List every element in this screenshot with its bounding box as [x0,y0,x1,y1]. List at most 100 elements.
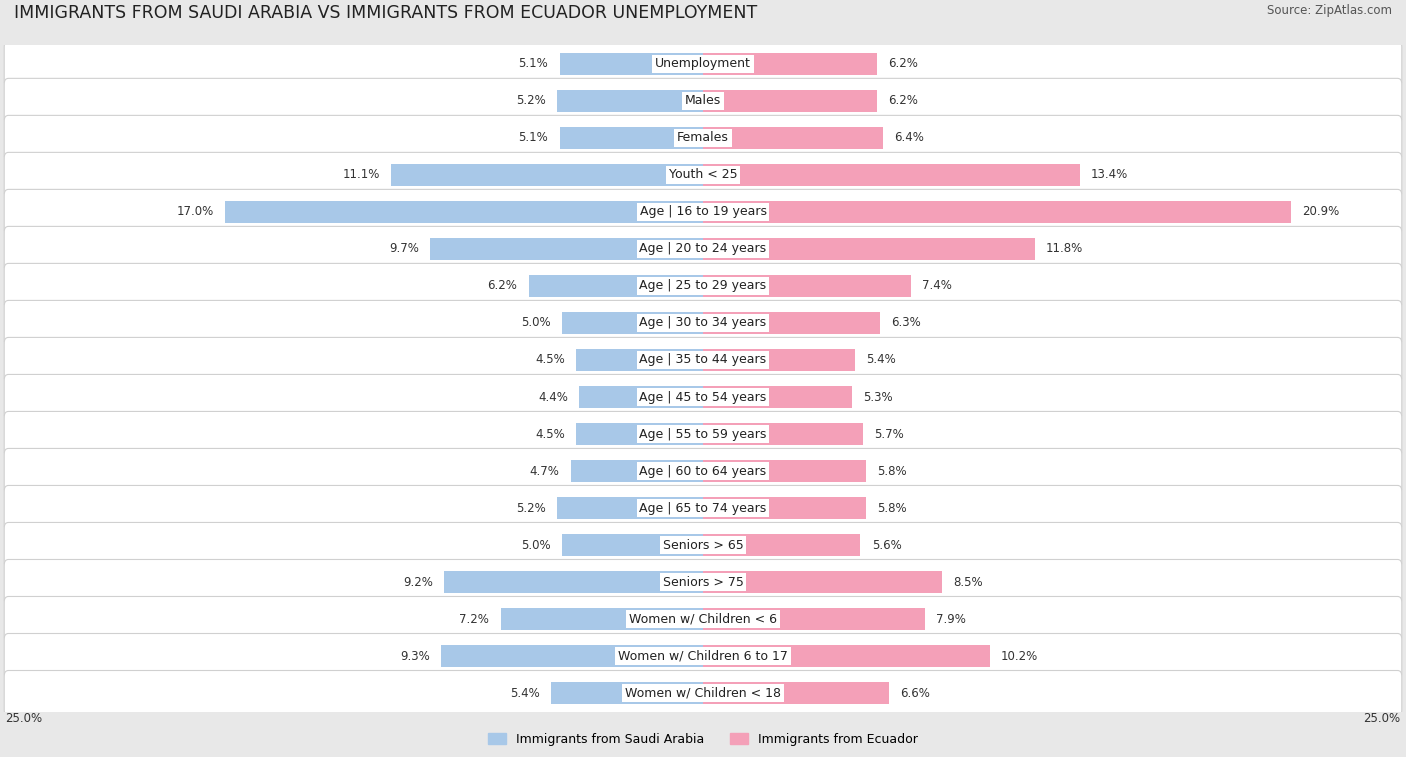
Bar [703,386,852,408]
Bar [703,608,925,630]
Text: Age | 30 to 34 years: Age | 30 to 34 years [640,316,766,329]
Text: Age | 20 to 24 years: Age | 20 to 24 years [640,242,766,255]
Bar [703,164,1080,186]
Text: Age | 65 to 74 years: Age | 65 to 74 years [640,502,766,515]
Bar [703,349,855,371]
Text: 7.2%: 7.2% [460,612,489,625]
Bar [703,201,1291,223]
FancyBboxPatch shape [4,485,1402,531]
Text: Age | 35 to 44 years: Age | 35 to 44 years [640,354,766,366]
Text: 25.0%: 25.0% [1364,712,1400,724]
Text: 5.0%: 5.0% [522,538,551,552]
Bar [529,275,703,297]
Bar [441,645,703,667]
Bar [703,127,883,149]
Bar [703,53,877,75]
Text: Age | 60 to 64 years: Age | 60 to 64 years [640,465,766,478]
Text: 5.4%: 5.4% [510,687,540,699]
Text: 17.0%: 17.0% [177,205,214,219]
Bar [391,164,703,186]
FancyBboxPatch shape [4,226,1402,272]
Text: 13.4%: 13.4% [1091,169,1128,182]
Text: Males: Males [685,95,721,107]
Text: 4.7%: 4.7% [530,465,560,478]
Bar [703,460,866,482]
FancyBboxPatch shape [4,263,1402,309]
Text: Age | 25 to 29 years: Age | 25 to 29 years [640,279,766,292]
Bar [576,423,703,445]
Text: 6.2%: 6.2% [889,58,918,70]
Text: 5.1%: 5.1% [519,132,548,145]
Text: Women w/ Children < 18: Women w/ Children < 18 [626,687,780,699]
Text: 4.5%: 4.5% [536,354,565,366]
Legend: Immigrants from Saudi Arabia, Immigrants from Ecuador: Immigrants from Saudi Arabia, Immigrants… [482,727,924,751]
Bar [560,127,703,149]
Text: 5.3%: 5.3% [863,391,893,403]
Text: 9.3%: 9.3% [401,650,430,662]
Bar [703,534,860,556]
Bar [703,275,911,297]
Text: 5.8%: 5.8% [877,465,907,478]
Bar [703,571,942,593]
Text: 20.9%: 20.9% [1302,205,1339,219]
Text: 5.0%: 5.0% [522,316,551,329]
Text: Seniors > 75: Seniors > 75 [662,575,744,588]
Text: 5.6%: 5.6% [872,538,901,552]
Text: Seniors > 65: Seniors > 65 [662,538,744,552]
Text: Age | 45 to 54 years: Age | 45 to 54 years [640,391,766,403]
FancyBboxPatch shape [4,189,1402,235]
Bar [703,682,889,704]
Bar [501,608,703,630]
Bar [571,460,703,482]
Bar [562,312,703,334]
Text: 10.2%: 10.2% [1001,650,1038,662]
Text: Women w/ Children 6 to 17: Women w/ Children 6 to 17 [619,650,787,662]
Text: 5.1%: 5.1% [519,58,548,70]
Bar [557,90,703,112]
Text: 5.8%: 5.8% [877,502,907,515]
Bar [703,423,863,445]
Bar [703,90,877,112]
FancyBboxPatch shape [4,634,1402,678]
FancyBboxPatch shape [4,448,1402,494]
Text: 5.7%: 5.7% [875,428,904,441]
Text: 9.7%: 9.7% [389,242,419,255]
FancyBboxPatch shape [4,115,1402,160]
Text: Unemployment: Unemployment [655,58,751,70]
Text: 4.5%: 4.5% [536,428,565,441]
FancyBboxPatch shape [4,559,1402,605]
FancyBboxPatch shape [4,152,1402,198]
Text: Age | 16 to 19 years: Age | 16 to 19 years [640,205,766,219]
Text: 25.0%: 25.0% [6,712,42,724]
Text: Females: Females [678,132,728,145]
Bar [576,349,703,371]
FancyBboxPatch shape [4,301,1402,345]
FancyBboxPatch shape [4,42,1402,86]
Bar [551,682,703,704]
Bar [562,534,703,556]
Text: IMMIGRANTS FROM SAUDI ARABIA VS IMMIGRANTS FROM ECUADOR UNEMPLOYMENT: IMMIGRANTS FROM SAUDI ARABIA VS IMMIGRAN… [14,4,758,22]
Text: Women w/ Children < 6: Women w/ Children < 6 [628,612,778,625]
Text: Youth < 25: Youth < 25 [669,169,737,182]
Bar [225,201,703,223]
Text: 6.2%: 6.2% [889,95,918,107]
Bar [557,497,703,519]
Text: 8.5%: 8.5% [953,575,983,588]
FancyBboxPatch shape [4,338,1402,382]
Text: 6.2%: 6.2% [488,279,517,292]
Text: 5.2%: 5.2% [516,502,546,515]
FancyBboxPatch shape [4,79,1402,123]
Text: Source: ZipAtlas.com: Source: ZipAtlas.com [1267,4,1392,17]
FancyBboxPatch shape [4,597,1402,642]
Bar [703,645,990,667]
Text: 11.1%: 11.1% [342,169,380,182]
Bar [560,53,703,75]
Text: 7.4%: 7.4% [922,279,952,292]
Text: Age | 55 to 59 years: Age | 55 to 59 years [640,428,766,441]
Bar [444,571,703,593]
FancyBboxPatch shape [4,375,1402,419]
FancyBboxPatch shape [4,412,1402,456]
Bar [430,238,703,260]
Text: 5.2%: 5.2% [516,95,546,107]
Text: 6.3%: 6.3% [891,316,921,329]
